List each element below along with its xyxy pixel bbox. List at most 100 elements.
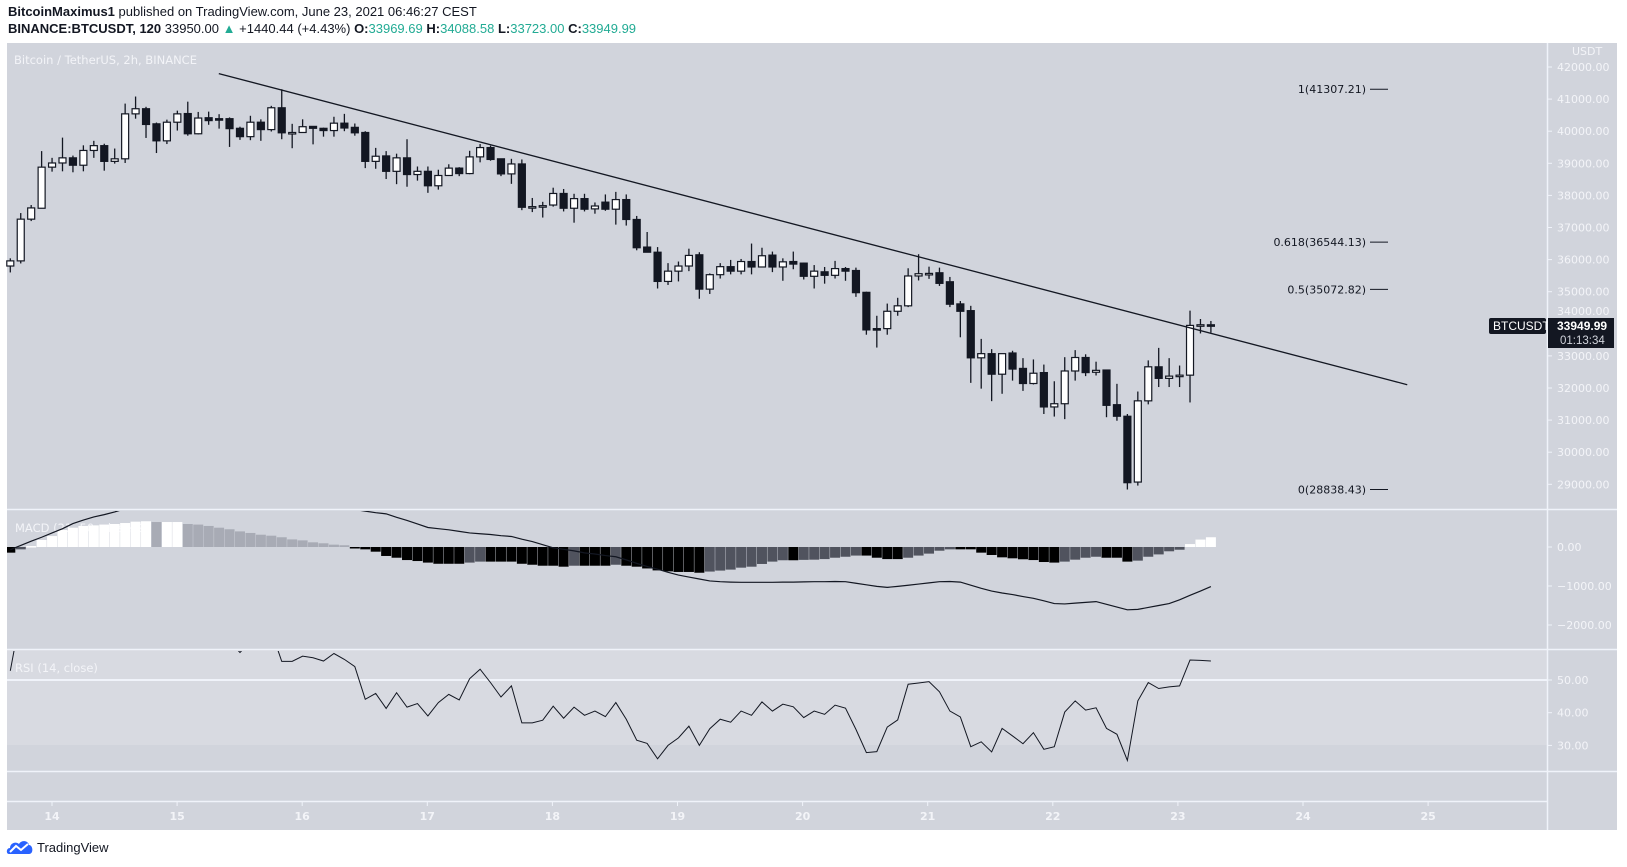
candle-body xyxy=(194,117,203,135)
macd-histogram-bar xyxy=(276,537,287,547)
candle xyxy=(1071,350,1080,381)
candle xyxy=(977,338,986,389)
macd-histogram-bar xyxy=(913,547,924,556)
price-change: +1440.44 (+4.43%) xyxy=(239,21,351,36)
candle xyxy=(559,188,568,212)
candle xyxy=(277,89,286,140)
macd-histogram-bar xyxy=(193,524,204,547)
candle xyxy=(1039,364,1048,415)
candle-body xyxy=(100,145,109,162)
macd-histogram-bar xyxy=(537,547,548,566)
macd-histogram-bar xyxy=(1164,547,1175,552)
candle-body xyxy=(152,123,161,142)
candle-body xyxy=(778,261,787,268)
candle-body xyxy=(674,265,683,272)
macd-histogram-bar xyxy=(600,547,611,566)
candle xyxy=(1154,347,1163,388)
candle-body xyxy=(601,201,610,210)
candle-body xyxy=(183,112,192,135)
candle-body xyxy=(830,267,840,276)
candle xyxy=(298,119,307,134)
price-tag xyxy=(1548,318,1614,348)
candle xyxy=(1091,361,1101,376)
candle-body xyxy=(977,353,986,359)
candle-body xyxy=(58,157,67,164)
candle xyxy=(966,305,975,383)
rsi-tick-label: 50.00 xyxy=(1557,674,1589,687)
descending-trendline[interactable] xyxy=(218,72,1408,386)
candle xyxy=(131,96,140,119)
candle-body xyxy=(851,269,861,294)
macd-histogram-bar xyxy=(965,547,976,550)
candle-body xyxy=(726,266,735,272)
candle-body xyxy=(663,270,673,283)
candle xyxy=(841,266,850,281)
macd-histogram-bar xyxy=(986,547,997,555)
macd-histogram-bar xyxy=(339,545,350,547)
time-tick-label: 21 xyxy=(920,810,935,823)
macd-histogram-bar xyxy=(934,547,945,551)
tradingview-logo[interactable]: TradingView xyxy=(6,838,109,856)
candle xyxy=(1133,391,1142,486)
macd-line xyxy=(10,511,1212,611)
candle xyxy=(100,143,109,171)
candle xyxy=(27,205,36,222)
candle-body xyxy=(402,157,412,176)
axes: 42000.00 41000.00 40000.00 39000.00 38000.00… xyxy=(44,61,1611,823)
macd-histogram-bar xyxy=(569,547,580,566)
candle-body xyxy=(340,122,349,129)
candle-body xyxy=(1206,324,1216,327)
candle xyxy=(789,251,798,270)
rsi-band xyxy=(7,650,1547,745)
macd-histogram-bar xyxy=(1038,547,1049,563)
candle xyxy=(757,247,767,268)
price-tick-label: 36000.00 xyxy=(1557,254,1610,267)
candle xyxy=(1175,365,1184,388)
candle-body xyxy=(997,353,1007,375)
candle-body xyxy=(1039,371,1048,408)
candle-body xyxy=(89,145,98,152)
candle-body xyxy=(622,198,631,221)
candle-body xyxy=(987,353,996,375)
macd-histogram-bar xyxy=(506,547,517,562)
macd-histogram-bar xyxy=(109,523,120,547)
macd-histogram-bar xyxy=(1080,547,1091,558)
candle xyxy=(956,301,965,338)
time-tick-label: 23 xyxy=(1170,810,1185,823)
candle xyxy=(872,315,881,348)
macd-histogram-bar xyxy=(527,547,538,565)
candle-body xyxy=(1008,352,1017,370)
candle-body xyxy=(423,170,432,187)
macd-histogram-bar xyxy=(944,547,955,550)
candle-body xyxy=(486,146,495,161)
candle xyxy=(590,202,600,214)
candle-body xyxy=(1102,369,1111,406)
macd-histogram-bar xyxy=(589,547,600,566)
candle-body xyxy=(569,198,579,209)
candle xyxy=(569,193,579,223)
candle-body xyxy=(288,131,297,135)
candle-body xyxy=(695,254,704,290)
rsi-title: RSI (14, close) xyxy=(15,661,98,675)
candle xyxy=(162,119,171,145)
macd-histogram-bar xyxy=(673,547,684,572)
candle-body xyxy=(277,107,286,134)
macd-histogram-bar xyxy=(266,535,277,547)
macd-histogram-bar xyxy=(245,532,256,547)
candle-body xyxy=(173,113,182,123)
candle xyxy=(893,297,902,316)
candle-body xyxy=(507,163,516,175)
candle-body xyxy=(1029,372,1038,385)
candle xyxy=(1206,320,1216,333)
time-tick-label: 24 xyxy=(1295,810,1311,823)
macd-histogram-bar xyxy=(141,521,152,547)
candle xyxy=(663,263,673,285)
candle-body xyxy=(444,167,453,177)
author-name[interactable]: BitcoinMaximus1 xyxy=(8,4,115,19)
symbol-tag-text: BTCUSDT xyxy=(1493,319,1550,333)
candle xyxy=(486,145,495,161)
symbol-info: BINANCE:BTCUSDT, 120 33950.00 ▲ +1440.44… xyxy=(8,20,636,37)
macd-histogram-bar xyxy=(830,547,841,558)
macd-histogram-bar xyxy=(1205,537,1216,547)
